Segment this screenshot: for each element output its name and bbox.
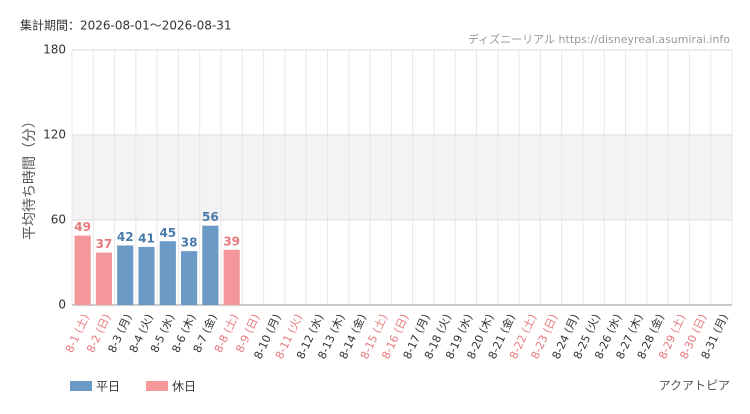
data-label: 37	[96, 237, 113, 251]
legend-label: 平日	[96, 380, 120, 394]
bar	[74, 235, 91, 305]
data-label: 41	[138, 231, 155, 245]
bar	[223, 249, 240, 305]
footer: アクアトピア	[659, 379, 730, 393]
y-tick-label: 0	[58, 298, 66, 312]
source: ディズニーリアル https://disneyreal.asumirai.inf…	[468, 32, 730, 46]
data-label: 38	[181, 236, 198, 250]
y-tick-label: 180	[43, 43, 66, 57]
bar	[159, 241, 176, 305]
data-label: 56	[202, 210, 219, 224]
data-label: 45	[159, 226, 176, 240]
legend-label: 休日	[172, 380, 196, 394]
bar	[181, 251, 198, 305]
bar	[202, 225, 219, 305]
chart-title: 集計期間：2026-08-01〜2026-08-31	[20, 18, 231, 33]
y-tick-label: 60	[51, 213, 66, 227]
data-label: 49	[74, 220, 91, 234]
bar	[117, 245, 134, 305]
data-label: 39	[223, 234, 240, 248]
legend-swatch	[70, 381, 92, 391]
y-axis-label: 平均待ち時間（分）	[22, 114, 38, 240]
data-label: 42	[117, 230, 134, 244]
legend-swatch	[146, 381, 169, 391]
bar	[138, 246, 155, 305]
y-tick-label: 120	[43, 128, 66, 142]
bar	[95, 252, 113, 305]
shaded-band	[72, 135, 732, 220]
